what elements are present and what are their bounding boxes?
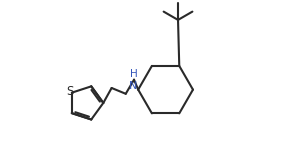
Text: N: N (129, 81, 138, 90)
Text: S: S (66, 85, 74, 98)
Text: H: H (130, 69, 138, 79)
